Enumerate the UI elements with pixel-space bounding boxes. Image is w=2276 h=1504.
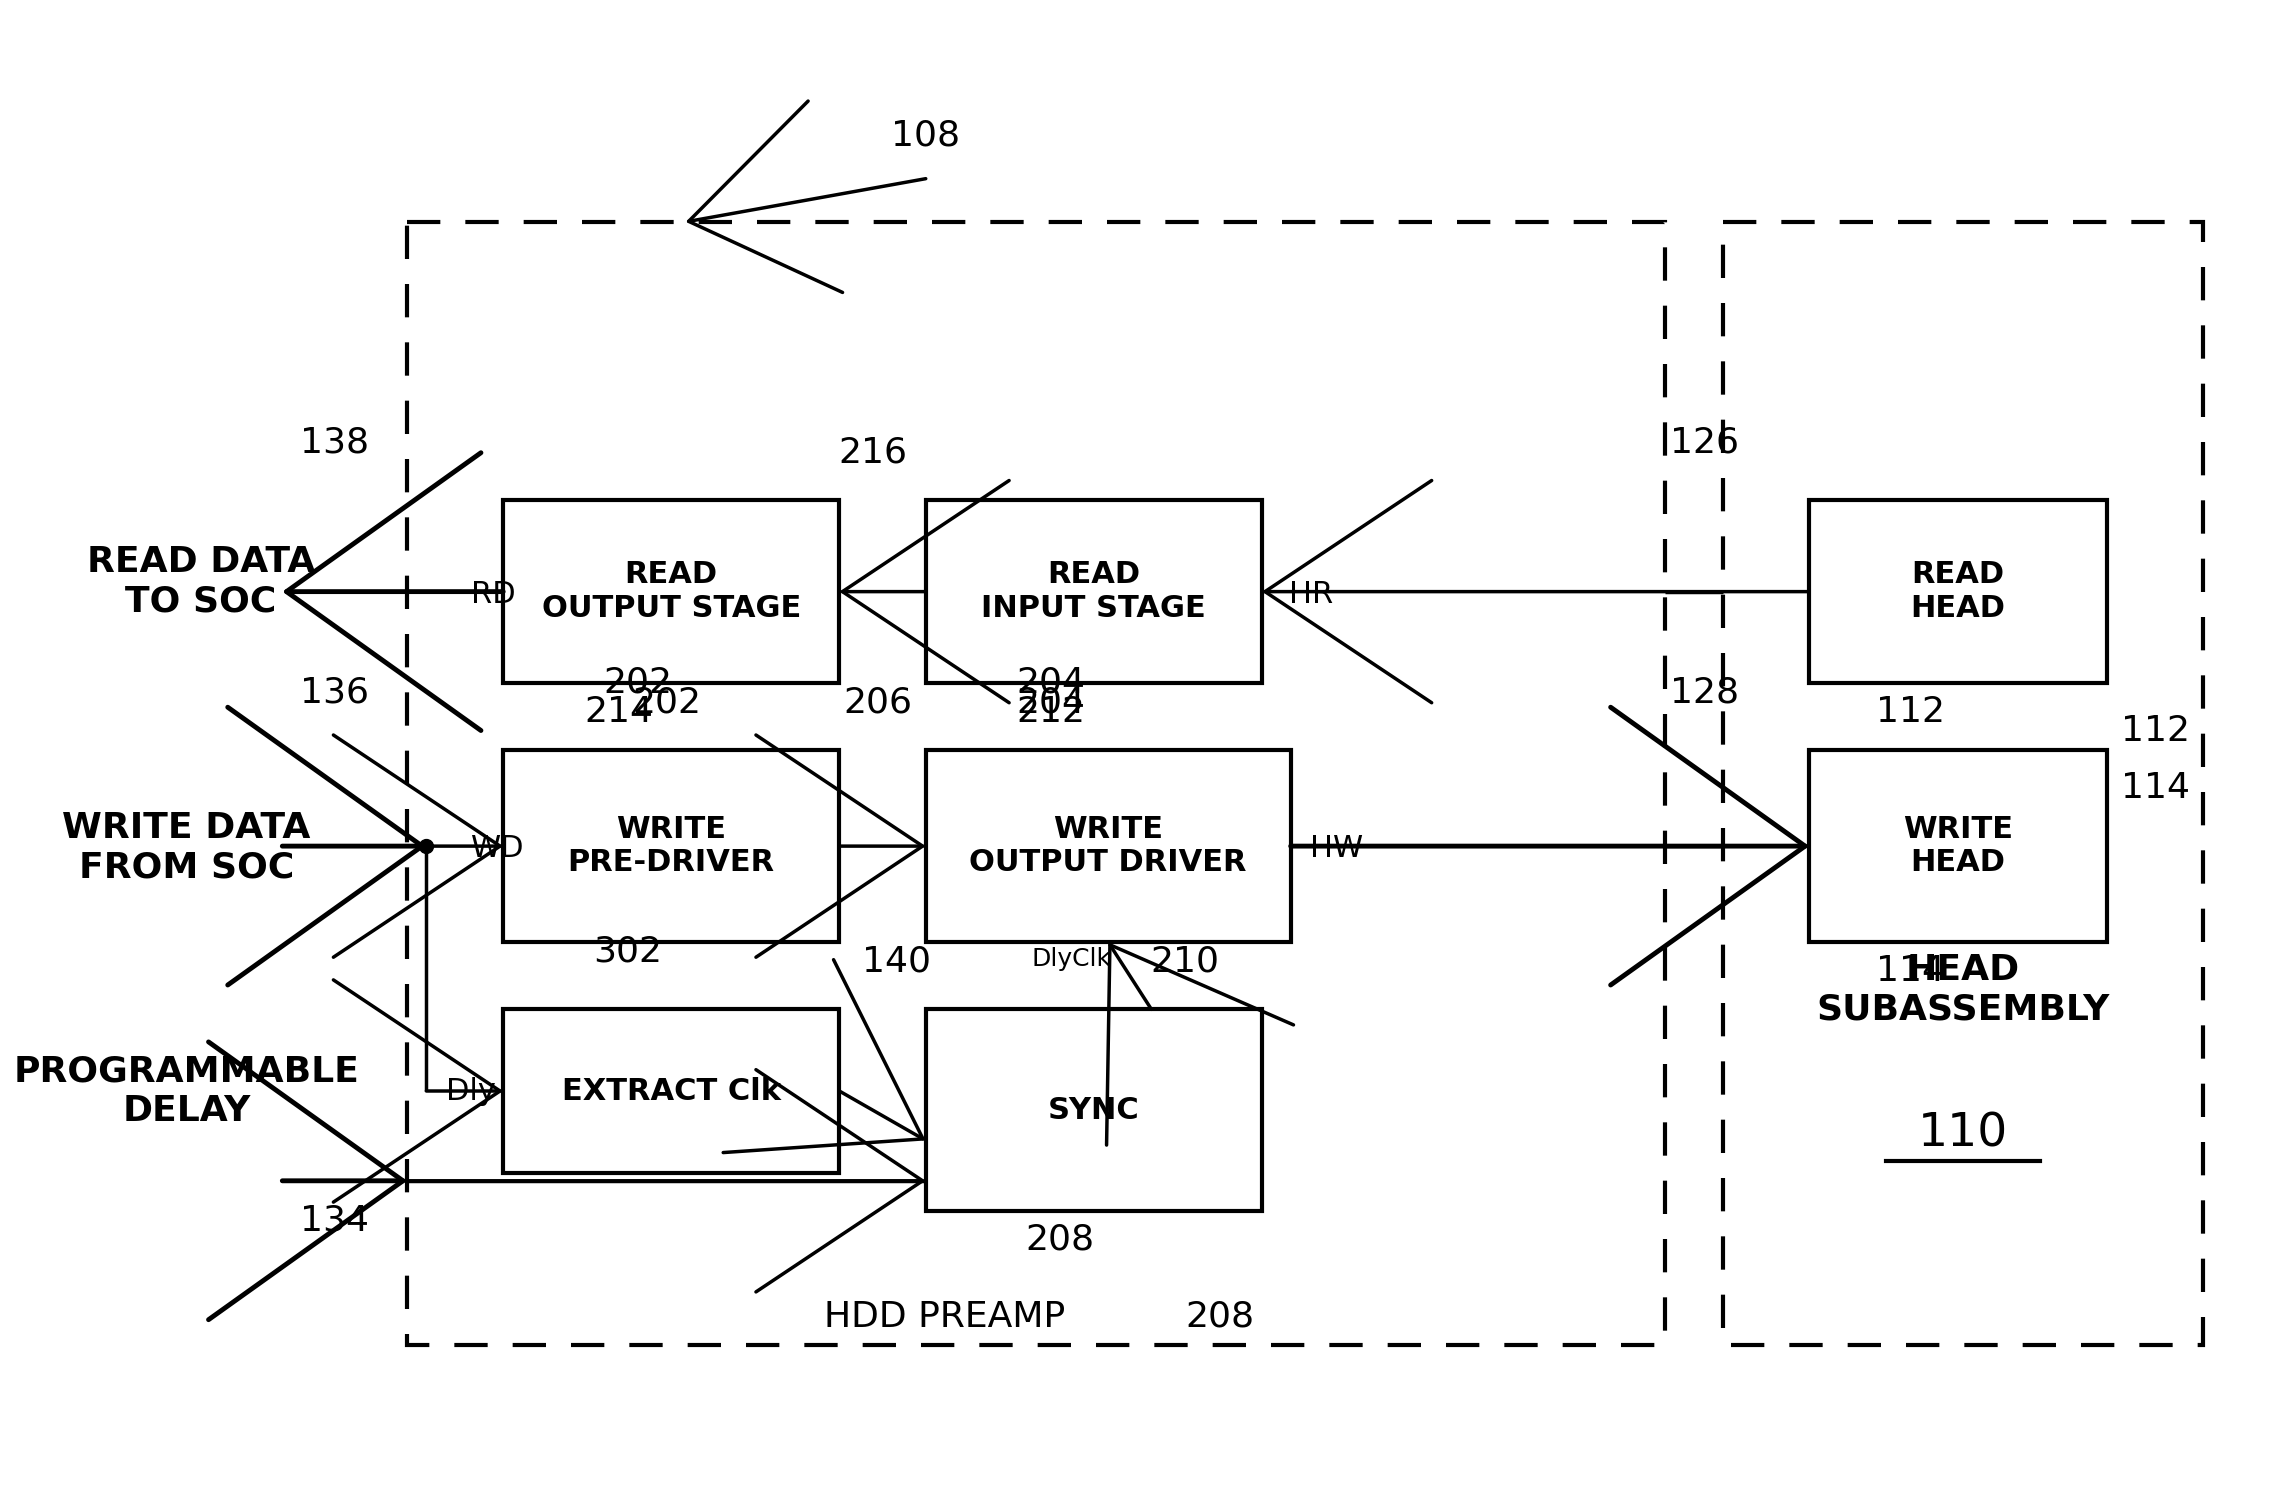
Text: EXTRACT Clk: EXTRACT Clk bbox=[562, 1077, 781, 1105]
Text: 112: 112 bbox=[1875, 695, 1944, 728]
Text: READ
OUTPUT STAGE: READ OUTPUT STAGE bbox=[542, 561, 801, 623]
Text: 206: 206 bbox=[842, 684, 913, 719]
Bar bbox=[1809, 750, 2108, 942]
Text: 212: 212 bbox=[1015, 695, 1086, 728]
Text: 210: 210 bbox=[1152, 945, 1220, 979]
Text: DlyClk: DlyClk bbox=[1031, 948, 1111, 972]
Bar bbox=[503, 1009, 840, 1173]
Text: 216: 216 bbox=[838, 435, 908, 469]
Bar bbox=[926, 1009, 1261, 1211]
Text: WRITE
PRE-DRIVER: WRITE PRE-DRIVER bbox=[567, 815, 774, 877]
Text: 204: 204 bbox=[1015, 684, 1086, 719]
Text: 112: 112 bbox=[2121, 714, 2190, 747]
Text: WRITE DATA
FROM SOC: WRITE DATA FROM SOC bbox=[61, 811, 310, 884]
Text: 208: 208 bbox=[1186, 1299, 1254, 1334]
Text: READ DATA
TO SOC: READ DATA TO SOC bbox=[86, 546, 314, 618]
Text: 302: 302 bbox=[594, 935, 662, 969]
Text: 114: 114 bbox=[2121, 772, 2190, 806]
Text: Dly: Dly bbox=[446, 1077, 496, 1105]
Text: 202: 202 bbox=[633, 684, 701, 719]
Text: 128: 128 bbox=[1671, 675, 1739, 710]
Bar bbox=[503, 750, 840, 942]
Text: 202: 202 bbox=[603, 666, 671, 699]
Text: WRITE
OUTPUT DRIVER: WRITE OUTPUT DRIVER bbox=[970, 815, 1247, 877]
Bar bbox=[503, 501, 840, 683]
Bar bbox=[926, 501, 1261, 683]
Text: SYNC: SYNC bbox=[1047, 1096, 1140, 1125]
Text: 126: 126 bbox=[1671, 426, 1739, 460]
Bar bbox=[1809, 501, 2108, 683]
Text: 214: 214 bbox=[585, 695, 653, 728]
Text: 208: 208 bbox=[1026, 1223, 1095, 1257]
Text: 108: 108 bbox=[892, 119, 960, 152]
Text: READ
HEAD: READ HEAD bbox=[1910, 561, 2005, 623]
Text: 134: 134 bbox=[300, 1203, 369, 1238]
Text: 110: 110 bbox=[1919, 1111, 2007, 1157]
Text: RD: RD bbox=[471, 581, 514, 609]
Text: 114: 114 bbox=[1875, 954, 1944, 988]
Text: 204: 204 bbox=[1015, 666, 1086, 699]
Text: HEAD
SUBASSEMBLY: HEAD SUBASSEMBLY bbox=[1816, 954, 2110, 1027]
Text: WD: WD bbox=[471, 833, 523, 862]
Bar bbox=[407, 223, 1666, 1346]
Text: HW: HW bbox=[1311, 833, 1363, 862]
Text: HR: HR bbox=[1288, 581, 1334, 609]
Text: 140: 140 bbox=[863, 945, 931, 979]
Bar bbox=[926, 750, 1290, 942]
Text: READ
INPUT STAGE: READ INPUT STAGE bbox=[981, 561, 1206, 623]
Text: 136: 136 bbox=[300, 675, 369, 710]
Text: WRITE
HEAD: WRITE HEAD bbox=[1903, 815, 2014, 877]
Text: HDD PREAMP: HDD PREAMP bbox=[824, 1299, 1065, 1334]
Text: 138: 138 bbox=[300, 426, 369, 460]
Bar bbox=[1723, 223, 2203, 1346]
Text: PROGRAMMABLE
DELAY: PROGRAMMABLE DELAY bbox=[14, 1054, 360, 1128]
